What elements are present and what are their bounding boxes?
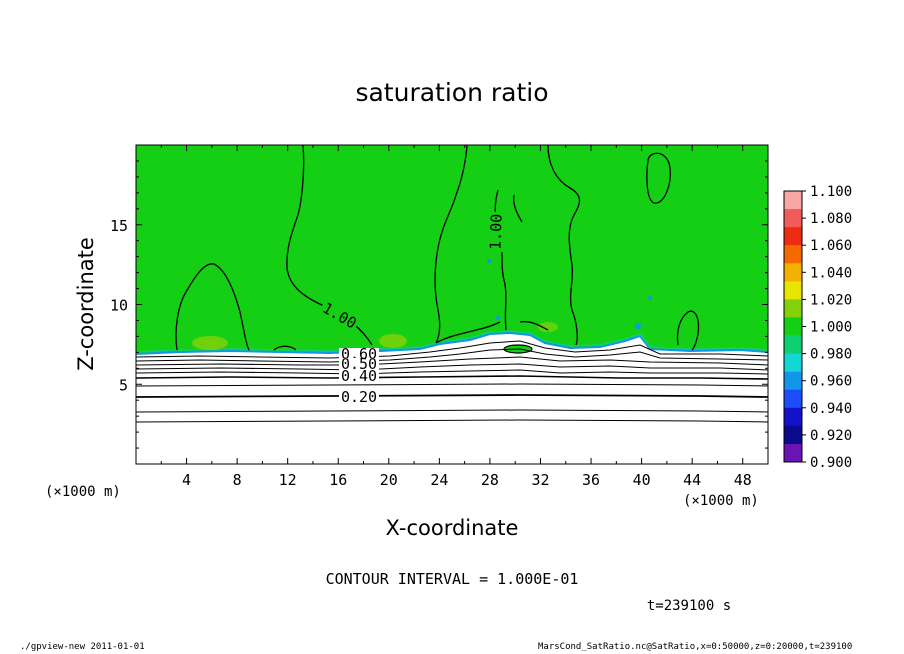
x-tick-label: 32 (531, 471, 549, 489)
colorbar: 1.100 1.080 1.060 1.040 1.020 1.000 0.980 0.960… (783, 184, 852, 471)
x-axis-ticks: 4 8 12 16 20 24 28 32 36 40 44 48 (160, 145, 752, 489)
x-tick-label: 16 (329, 471, 347, 489)
contour-label: 0.50 (341, 355, 377, 373)
y-tick-label: 15 (110, 217, 128, 235)
contour-label: 0.40 (341, 367, 377, 385)
contour-interval-text: CONTOUR INTERVAL = 1.000E-01 (326, 570, 579, 588)
colorbar-swatch (784, 353, 802, 373)
colorbar-label: 1.100 (810, 184, 852, 200)
x-tick-label: 36 (582, 471, 600, 489)
colorbar-label: 0.940 (810, 401, 852, 417)
colorbar-label: 0.920 (810, 428, 852, 444)
x-tick-label: 24 (430, 471, 448, 489)
colorbar-swatch (784, 281, 802, 300)
colorbar-label: 0.900 (810, 455, 852, 471)
colorbar-swatch (784, 425, 802, 445)
boundary-band (136, 331, 768, 355)
colorbar-label: 1.000 (810, 320, 852, 336)
x-tick-label: 28 (481, 471, 499, 489)
x-tick-label: 20 (380, 471, 398, 489)
y-tick-label: 10 (110, 297, 128, 315)
colorbar-swatch (784, 209, 802, 228)
contour-label: 1.00 (486, 213, 505, 250)
supersaturated-spot (192, 336, 228, 350)
x-tick-label: 48 (734, 471, 752, 489)
colorbar-swatch (784, 443, 802, 463)
colorbar-label: 1.080 (810, 211, 852, 227)
plot-area: 1.00 1.00 0.60 0.50 0.40 0.20 4 8 12 16 20 24… (110, 144, 769, 489)
contour-lines-lower (136, 340, 768, 423)
colorbar-label: 0.980 (810, 347, 852, 363)
colorbar-label: 1.040 (810, 265, 852, 281)
x-tick-label: 4 (182, 471, 191, 489)
x-tick-label: 44 (683, 471, 701, 489)
colorbar-label: 1.060 (810, 238, 852, 254)
z-unit-label: (×1000 m) (45, 484, 121, 500)
contour-label: 0.20 (341, 388, 377, 406)
contour-lines-upper (175, 145, 700, 351)
colorbar-swatch (784, 371, 802, 391)
x-tick-label: 40 (633, 471, 651, 489)
y-tick-label: 5 (119, 376, 128, 394)
colorbar-swatch (784, 299, 802, 318)
colorbar-swatch (784, 227, 802, 246)
colorbar-swatch (784, 245, 802, 264)
x-unit-label: (×1000 m) (683, 493, 759, 509)
x-axis-title: X-coordinate (386, 516, 519, 540)
colorbar-label: 1.020 (810, 292, 852, 308)
footer-left: ./gpview-new 2011-01-01 (20, 642, 145, 652)
colorbar-swatch (784, 389, 802, 409)
footer-right: MarsCond_SatRatio.nc@SatRatio,x=0:50000,… (538, 642, 853, 652)
y-axis-ticks: 5 10 15 (110, 160, 768, 449)
colorbar-swatch (784, 263, 802, 282)
supersaturated-spot (379, 334, 407, 348)
x-tick-label: 8 (233, 471, 242, 489)
colorbar-swatch (784, 335, 802, 355)
colorbar-swatch (784, 407, 802, 427)
colorbar-swatch (784, 191, 802, 210)
colorbar-swatch (784, 317, 802, 337)
chart-title: saturation ratio (355, 78, 548, 107)
time-label: t=239100 s (647, 598, 731, 614)
colorbar-label: 0.960 (810, 374, 852, 390)
unsaturated-region (136, 333, 768, 464)
y-axis-title: Z-coordinate (74, 237, 98, 371)
x-tick-label: 12 (279, 471, 297, 489)
